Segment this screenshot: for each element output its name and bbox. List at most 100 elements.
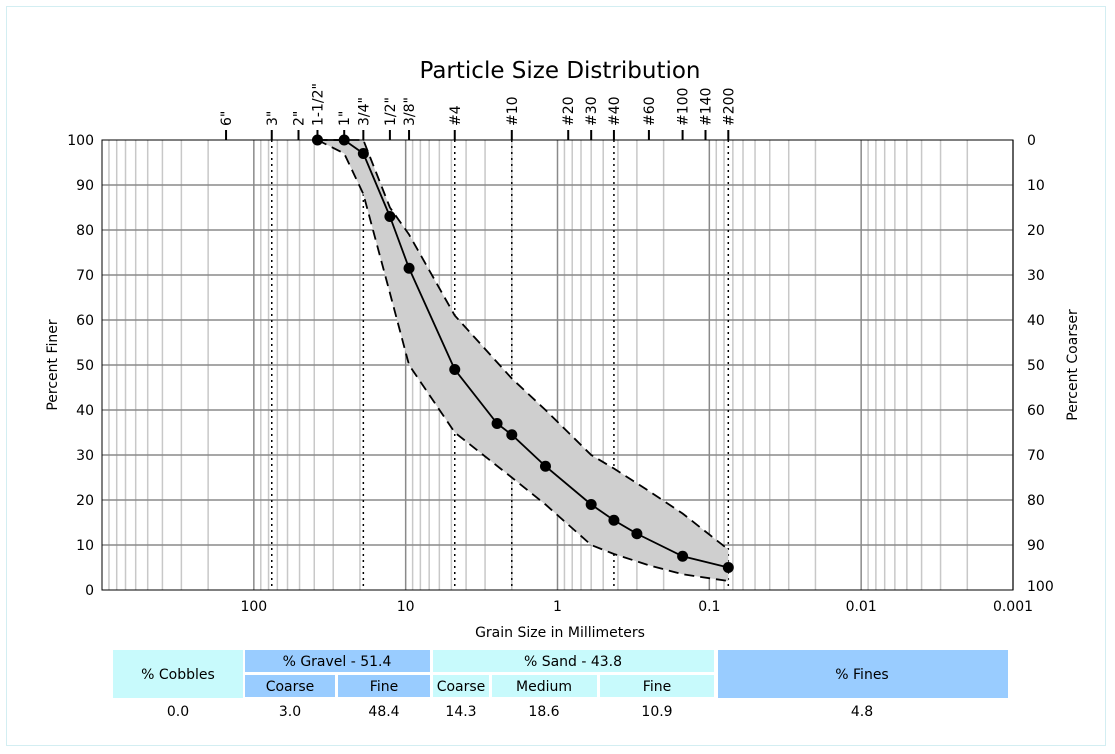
y-tick-label-left: 20 [76,493,94,509]
x-tick-label: 0.1 [698,599,720,615]
y-tick-label-left: 10 [76,538,94,554]
y-tick-label-right: 60 [1027,403,1045,419]
y-axis-label-right: Percent Coarser [1065,309,1081,421]
data-point [384,211,396,222]
sand-header-cell [433,650,714,672]
data-point [449,364,461,375]
gravel-coarse-cell [245,675,335,697]
chart-frame [6,6,1106,746]
data-point [357,148,369,159]
sand-fine-header: Fine [643,679,671,695]
y-tick-label-right: 100 [1027,579,1054,595]
sand-fine-cell [600,675,714,697]
sieve-label: #20 [561,96,577,126]
sand-coarse-header: Coarse [437,679,486,695]
sand-coarse-value: 14.3 [445,704,476,720]
sieve-label: #200 [721,88,737,126]
sieve-label: #40 [607,96,623,126]
gravel-coarse-value: 3.0 [279,704,301,720]
envelope [317,140,729,581]
gravel-fine-header: Fine [370,679,398,695]
y-tick-label-left: 50 [76,358,94,374]
gravel-fine-cell [338,675,430,697]
sieve-label: 3" [265,111,281,126]
sieve-label: #100 [676,88,692,126]
fines-header: % Fines [835,667,888,683]
x-tick-label: 10 [397,599,415,615]
y-axis-label-left: Percent Finer [45,319,61,411]
fines-value: 4.8 [851,704,873,720]
envelope-area [317,140,729,581]
y-tick-label-left: 70 [76,268,94,284]
x-tick-label: 0.01 [846,599,877,615]
y-tick-label-right: 0 [1027,133,1036,149]
sand-fine-value: 10.9 [641,704,672,720]
sieve-label: 3/4" [356,97,372,126]
data-point [608,514,620,526]
y-tick-label-left: 60 [76,313,94,329]
data-point [677,550,689,562]
series [311,134,734,582]
gravel-header-cell [245,650,430,672]
gradation-table: % Cobbles % Gravel - 51.4 Coarse Fine % … [113,650,1008,720]
y-tick-label-left: 30 [76,448,94,464]
sieve-label: 3/8" [402,97,418,126]
y-tick-label-right: 10 [1027,178,1045,194]
cobbles-header-cell [113,650,243,698]
sieve-label: 1" [337,111,353,126]
upper-limit-line [317,139,729,551]
y-tick-label-right: 20 [1027,223,1045,239]
y-tick-label-left: 0 [85,583,94,599]
y-tick-label-left: 80 [76,223,94,239]
data-point [403,262,415,274]
sieve-label: #10 [505,96,521,126]
sieve-label: 1-1/2" [310,83,326,126]
cobbles-header: % Cobbles [141,667,215,683]
y-tick-label-right: 90 [1027,538,1045,554]
sieve-label: #140 [698,88,714,126]
sand-coarse-cell [433,675,489,697]
sieve-labels: 6" 3" 2" 1-1/2" 1" 3/4" 1/2" 3/8" #4 #10 #20 #30 #40… [219,83,737,140]
sieve-label: 2" [291,111,307,126]
fines-header-cell [718,650,1008,698]
x-tick-labels: 100 10 1 0.1 0.01 0.001 [240,599,1033,615]
y-tick-label-right: 50 [1027,358,1045,374]
data-point [539,460,551,472]
sieve-label: 6" [219,111,235,126]
cobbles-value: 0.0 [167,704,189,720]
sand-medium-value: 18.6 [528,704,559,720]
y-tick-label-left: 40 [76,403,94,419]
gravel-fine-value: 48.4 [368,704,399,720]
y-tick-label-right: 80 [1027,493,1045,509]
y-tick-label-left: 100 [67,133,94,149]
x-tick-label: 1 [553,599,562,615]
sieve-label: #30 [584,96,600,126]
sieve-label: 1/2" [383,97,399,126]
data-point [585,499,597,510]
chart-title: Particle Size Distribution [420,58,701,84]
grid [102,140,1014,590]
lower-limit-line [317,139,729,582]
y-tick-label-right: 40 [1027,313,1045,329]
y-tick-label-left: 90 [76,178,94,194]
gravel-header: % Gravel - 51.4 [283,654,392,670]
x-tick-label: 100 [240,599,267,615]
y-tick-label-right: 70 [1027,448,1045,464]
data-point [491,418,503,429]
data-point [722,562,734,573]
sieve-label: #60 [642,96,658,126]
sieve-label: #4 [448,105,464,126]
sand-medium-header: Medium [516,679,572,695]
gravel-coarse-header: Coarse [266,679,315,695]
plot-border [101,139,1014,591]
y-tick-labels-left: 0 10 20 30 40 50 60 70 80 90 100 [67,133,94,599]
data-point [631,528,643,540]
x-axis-label: Grain Size in Millimeters [475,625,645,641]
sand-header: % Sand - 43.8 [524,654,622,670]
y-tick-label-right: 30 [1027,268,1045,284]
sand-medium-cell [492,675,597,697]
data-point [506,429,518,441]
x-tick-label: 0.001 [993,599,1033,615]
